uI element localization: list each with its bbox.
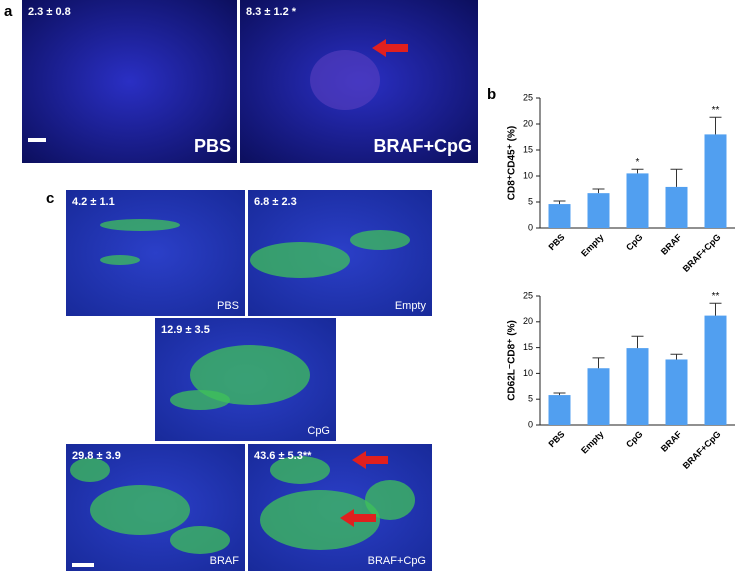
image-label: BRAF+CpG	[374, 136, 473, 156]
panel-letter: b	[487, 86, 496, 103]
error-bar	[631, 168, 644, 174]
y-tick-label: 0	[528, 222, 533, 232]
bar	[665, 186, 688, 228]
bar	[704, 315, 727, 425]
image-stat: 29.8 ± 3.9	[72, 450, 121, 462]
bar	[626, 173, 649, 228]
stain	[260, 490, 380, 550]
x-tick-label: CpG	[624, 232, 645, 253]
image-label: BRAF+CpG	[368, 555, 426, 567]
scale-bar	[28, 138, 46, 142]
y-axis-label: CD8⁺CD45⁺ (%)	[507, 126, 518, 200]
annotation: **	[712, 105, 720, 116]
error-bar	[592, 188, 605, 194]
error-bar	[709, 302, 722, 316]
stain	[270, 456, 330, 484]
y-tick-label: 5	[528, 196, 533, 206]
stain	[90, 485, 190, 535]
image-label: PBS	[194, 136, 231, 156]
image-stat: 8.3 ± 1.2 *	[246, 6, 297, 18]
stain	[250, 242, 350, 278]
y-tick-label: 25	[523, 290, 533, 300]
bar	[587, 193, 610, 228]
error-bar	[631, 335, 644, 349]
arrow	[372, 39, 408, 57]
bar	[704, 134, 727, 228]
image-label: BRAF	[210, 555, 240, 567]
x-tick-label: BRAF+CpG	[681, 429, 723, 471]
image-label: CpG	[307, 425, 330, 437]
error-bar	[553, 200, 566, 205]
x-tick-label: BRAF	[659, 232, 684, 257]
stain	[350, 230, 410, 250]
image-stat: 2.3 ± 0.8	[28, 6, 71, 18]
error-bar	[670, 168, 683, 187]
stain	[190, 345, 310, 405]
y-tick-label: 20	[523, 316, 533, 326]
arrow	[352, 451, 388, 469]
stain	[170, 526, 230, 554]
image-stat: 6.8 ± 2.3	[254, 196, 297, 208]
x-tick-label: Empty	[579, 429, 606, 456]
bar	[626, 348, 649, 425]
y-tick-label: 0	[528, 419, 533, 429]
x-tick-label: CpG	[624, 429, 645, 450]
x-tick-label: Empty	[579, 232, 606, 259]
bar	[587, 368, 610, 425]
panel-letter: a	[4, 3, 13, 20]
image-stat: 12.9 ± 3.5	[161, 324, 210, 336]
error-bar	[709, 116, 722, 135]
stain	[100, 219, 180, 231]
error-bar	[592, 357, 605, 369]
y-tick-label: 20	[523, 118, 533, 128]
image-stat: 43.6 ± 5.3**	[254, 450, 312, 462]
y-tick-label: 10	[523, 368, 533, 378]
bar	[548, 395, 571, 425]
y-tick-label: 15	[523, 144, 533, 154]
x-tick-label: BRAF	[659, 429, 684, 454]
stain	[100, 255, 140, 265]
micrograph	[66, 190, 245, 316]
arrow	[340, 509, 376, 527]
stain	[170, 390, 230, 410]
y-tick-label: 25	[523, 92, 533, 102]
image-label: PBS	[217, 300, 239, 312]
annotation: **	[712, 291, 720, 302]
x-tick-label: BRAF+CpG	[681, 232, 723, 274]
scale-bar	[72, 563, 94, 567]
stain	[70, 458, 110, 482]
annotation: *	[636, 157, 640, 168]
stain	[310, 50, 380, 110]
image-stat: 4.2 ± 1.1	[72, 196, 115, 208]
image-label: Empty	[395, 300, 427, 312]
error-bar	[670, 353, 683, 360]
x-tick-label: PBS	[546, 232, 566, 252]
micrograph	[22, 0, 237, 163]
y-axis-label: CD62L⁻CD8⁺ (%)	[507, 320, 518, 401]
bar	[548, 204, 571, 228]
y-tick-label: 10	[523, 170, 533, 180]
y-tick-label: 15	[523, 342, 533, 352]
y-tick-label: 5	[528, 394, 533, 404]
stain	[365, 480, 415, 520]
x-tick-label: PBS	[546, 429, 566, 449]
error-bar	[553, 392, 566, 396]
bar	[665, 359, 688, 425]
panel-letter: c	[46, 190, 54, 207]
